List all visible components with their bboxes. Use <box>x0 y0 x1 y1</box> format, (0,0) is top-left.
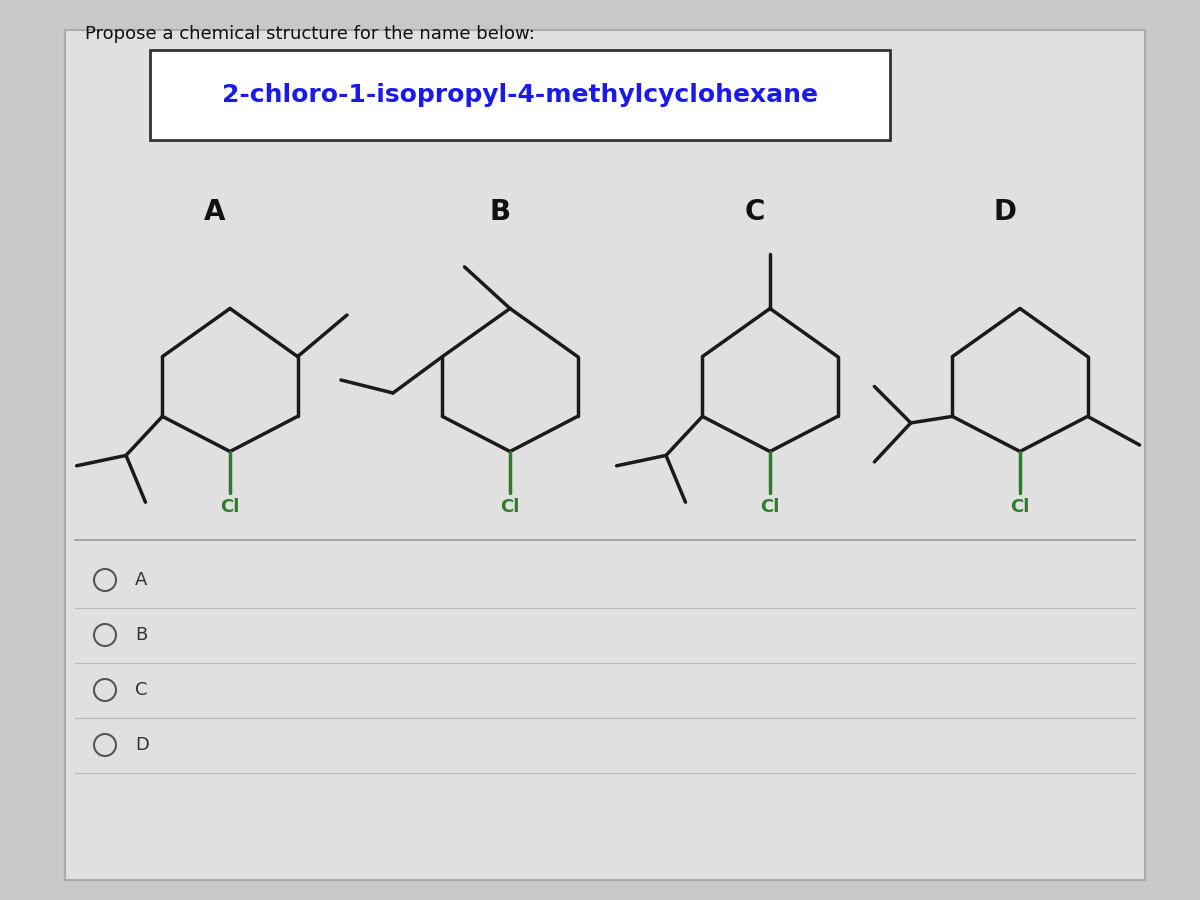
Text: C: C <box>745 198 766 226</box>
Text: A: A <box>134 571 148 589</box>
Text: A: A <box>204 198 226 226</box>
Text: Propose a chemical structure for the name below:: Propose a chemical structure for the nam… <box>85 25 535 43</box>
Text: D: D <box>994 198 1016 226</box>
Bar <box>150 50 890 140</box>
Text: D: D <box>134 736 149 754</box>
Text: B: B <box>490 198 510 226</box>
Text: Cl: Cl <box>221 498 240 516</box>
Text: C: C <box>134 681 148 699</box>
Text: Cl: Cl <box>761 498 780 516</box>
Text: Cl: Cl <box>500 498 520 516</box>
Text: B: B <box>134 626 148 644</box>
Text: 2-chloro-1-isopropyl-4-methylcyclohexane: 2-chloro-1-isopropyl-4-methylcyclohexane <box>222 83 818 107</box>
Text: Cl: Cl <box>1010 498 1030 516</box>
